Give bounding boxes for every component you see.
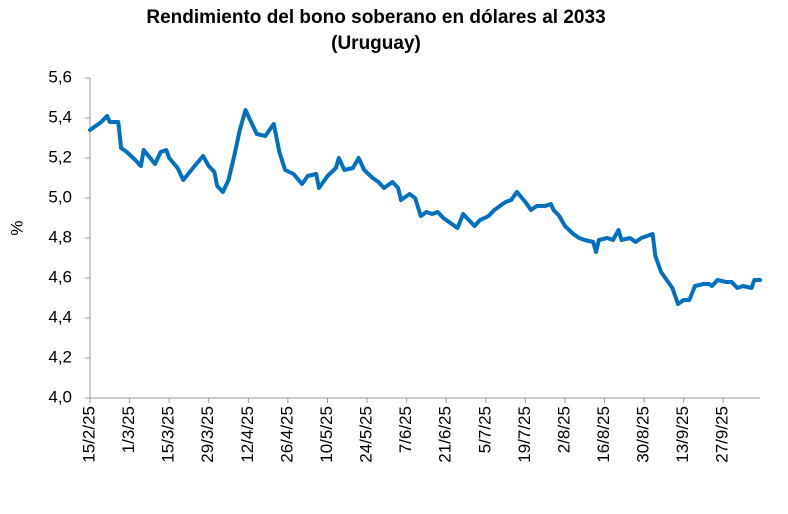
y-tick-label: 4,8 xyxy=(48,227,72,246)
x-tick-label: 21/6/25 xyxy=(436,406,455,463)
x-tick-label: 16/8/25 xyxy=(594,406,613,463)
y-tick-label: 5,6 xyxy=(48,67,72,86)
x-tick-label: 1/3/25 xyxy=(119,406,138,453)
y-tick-label: 4,6 xyxy=(48,267,72,286)
x-tick-label: 26/4/25 xyxy=(277,406,296,463)
x-tick-label: 24/5/25 xyxy=(357,406,376,463)
x-tick-label: 19/7/25 xyxy=(515,406,534,463)
x-tick-label: 10/5/25 xyxy=(317,406,336,463)
line-series xyxy=(88,108,762,306)
y-tick-label: 5,0 xyxy=(48,187,72,206)
x-tick-label: 29/3/25 xyxy=(198,406,217,463)
x-tick-label: 12/4/25 xyxy=(238,406,257,463)
x-tick-label: 2/8/25 xyxy=(554,406,573,453)
x-tick-label: 5/7/25 xyxy=(475,406,494,453)
y-tick-label: 5,2 xyxy=(48,147,72,166)
x-tick-label: 13/9/25 xyxy=(673,406,692,463)
y-tick-label: 5,4 xyxy=(48,107,72,126)
x-tick-label: 7/6/25 xyxy=(396,406,415,453)
x-tick-label: 15/2/25 xyxy=(79,406,98,463)
y-axis-label: % xyxy=(7,220,26,235)
x-tick-label: 27/9/25 xyxy=(713,406,732,463)
y-tick-label: 4,0 xyxy=(48,387,72,406)
y-tick-label: 4,4 xyxy=(48,307,72,326)
chart-title: (Uruguay) xyxy=(331,33,421,54)
x-tick-label: 15/3/25 xyxy=(159,406,178,463)
y-tick-label: 4,2 xyxy=(48,347,72,366)
chart-title: Rendimiento del bono soberano en dólares… xyxy=(146,7,605,28)
x-tick-label: 30/8/25 xyxy=(634,406,653,463)
